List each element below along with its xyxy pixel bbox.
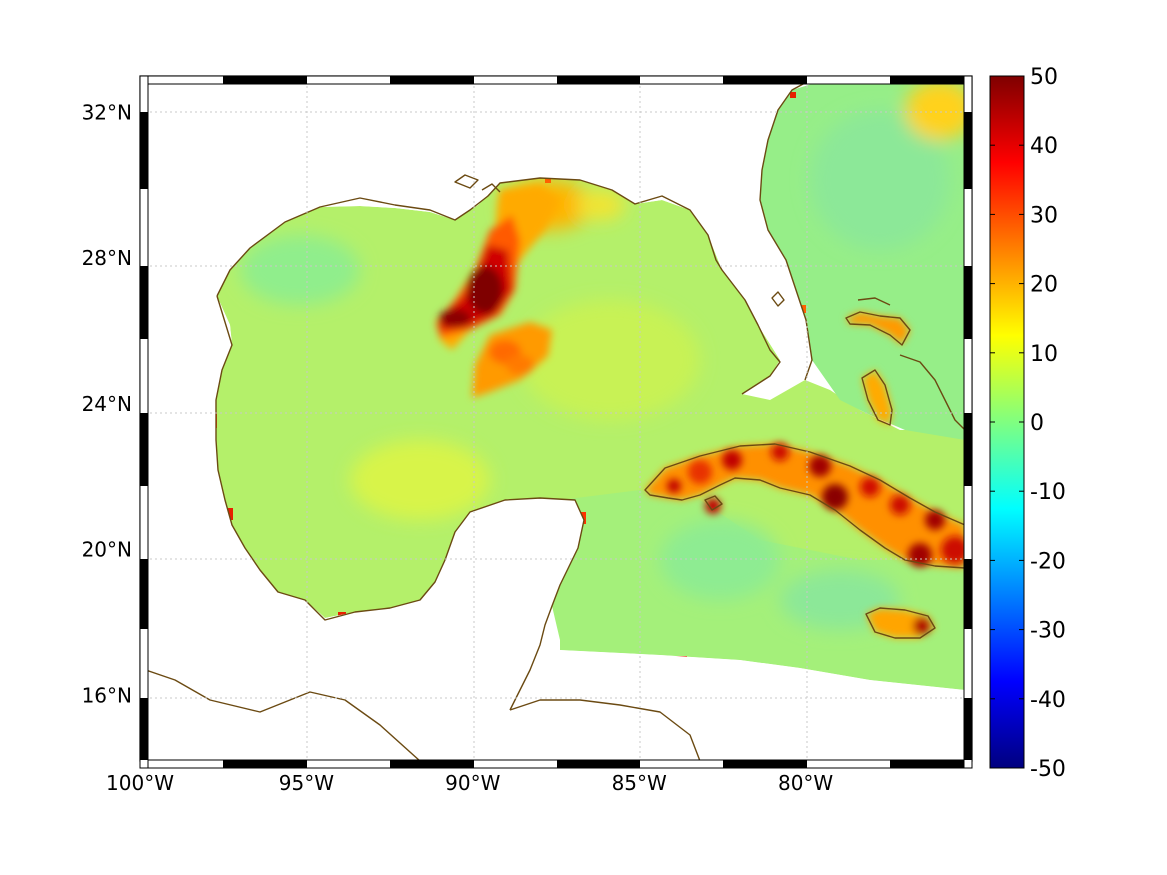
map-frame xyxy=(139,75,973,769)
colorbar-tick-label: 20 xyxy=(1030,273,1058,298)
coastline-mobile-bay xyxy=(454,174,501,193)
colorbar-tick-labels: 50 40 30 20 10 0 -10 -20 -30 -40 -50 xyxy=(1030,65,1066,782)
coastline-central-america xyxy=(140,667,421,761)
colorbar-gradient xyxy=(989,75,1025,769)
colorbar-tick-label: -20 xyxy=(1030,549,1066,574)
land-mask xyxy=(140,76,972,761)
coastline-bahamas xyxy=(845,297,966,431)
y-tick-label: 20°N xyxy=(82,538,132,562)
jamaica-anomaly xyxy=(866,608,935,638)
colorbar-tick-label: 50 xyxy=(1030,65,1058,90)
colorbar-tick-label: 40 xyxy=(1030,134,1058,159)
y-axis-tick-labels: 16°N 20°N 24°N 28°N 32°N xyxy=(82,100,132,707)
cuba-anomaly xyxy=(645,443,969,568)
coastline-gulf xyxy=(216,177,781,395)
x-axis-tick-labels: 100°W 95°W 90°W 85°W 80°W xyxy=(106,771,833,795)
land-us-gulf-coast xyxy=(140,76,972,761)
coastline-isla-juventud xyxy=(704,495,723,511)
colorbar-tick-label: 0 xyxy=(1030,411,1044,436)
coastline-honduras xyxy=(509,699,701,761)
mississippi-plume xyxy=(436,185,560,398)
coastline-mexico xyxy=(215,295,585,711)
gridlines xyxy=(140,76,972,761)
y-tick-label: 32°N xyxy=(82,100,132,124)
y-tick-label: 24°N xyxy=(82,392,132,416)
colorbar: 50 40 30 20 10 0 -10 -20 -30 -40 -50 xyxy=(989,65,1066,782)
y-tick-label: 28°N xyxy=(82,246,132,270)
colorbar-tick-label: -10 xyxy=(1030,480,1066,505)
map-content xyxy=(140,76,972,761)
colorbar-tick-label: 10 xyxy=(1030,342,1058,367)
x-tick-label: 85°W xyxy=(612,771,667,795)
colorbar-tick-label: -40 xyxy=(1030,688,1066,713)
y-tick-label: 16°N xyxy=(82,683,132,707)
x-tick-label: 95°W xyxy=(279,771,334,795)
x-tick-label: 100°W xyxy=(106,771,174,795)
colorbar-tick-label: -50 xyxy=(1030,757,1066,782)
coastline-andros xyxy=(861,369,893,426)
colorbar-tick-label: 30 xyxy=(1030,203,1058,228)
coastline-cuba xyxy=(644,443,966,569)
x-tick-label: 90°W xyxy=(445,771,500,795)
x-tick-label: 80°W xyxy=(778,771,833,795)
coastlines xyxy=(140,76,966,761)
colorbar-ticks xyxy=(990,75,1024,769)
colorbar-tick-label: -30 xyxy=(1030,619,1066,644)
coastline-jamaica xyxy=(865,607,936,639)
coastline-lake-okeechobee xyxy=(771,291,785,307)
